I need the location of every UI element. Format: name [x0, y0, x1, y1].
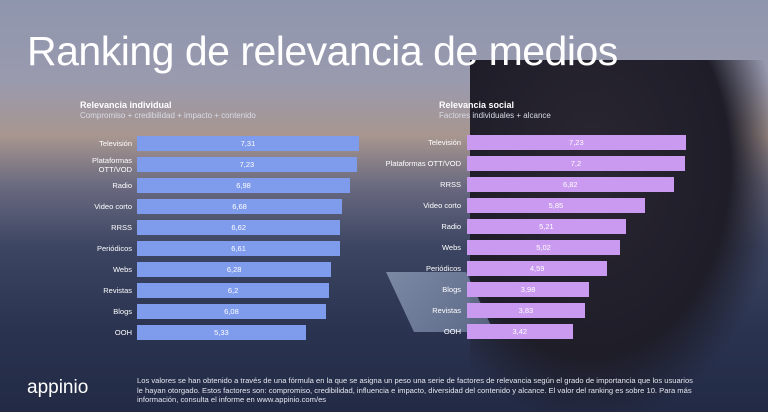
value-label: 3,42 — [512, 327, 528, 336]
bar: 5,33 — [137, 325, 306, 340]
bar: 6,28 — [137, 262, 332, 277]
bar: 4,59 — [467, 261, 608, 276]
value-label: 7,31 — [240, 139, 256, 148]
bar: 3,42 — [467, 324, 573, 339]
value-label: 6,62 — [231, 223, 246, 232]
value-label: 7,2 — [570, 159, 582, 168]
bar: 6,82 — [467, 177, 674, 192]
bar: 7,23 — [137, 157, 357, 172]
category-label: Periódicos — [96, 244, 132, 253]
value-label: 6,28 — [226, 265, 242, 274]
bar: 7,23 — [467, 135, 686, 150]
value-label: 5,21 — [539, 222, 554, 231]
value-label: 5,85 — [548, 201, 564, 210]
value-label: 6,82 — [562, 180, 578, 189]
category-label: RRSS — [111, 223, 132, 232]
category-label: RRSS — [440, 180, 461, 189]
bar: 6,98 — [137, 178, 351, 193]
chart-title-individual: Relevancia individual — [80, 100, 172, 110]
chart-subtitle-social: Factores individuales + alcance — [439, 111, 551, 120]
bar: 7,2 — [467, 156, 685, 171]
category-label: Webs — [441, 243, 461, 252]
value-label: 6,2 — [227, 286, 239, 295]
value-label: 6,61 — [231, 244, 246, 253]
bar: 6,61 — [137, 241, 341, 256]
page-title: Ranking de relevancia de medios — [27, 28, 618, 74]
bar: 5,85 — [467, 198, 645, 213]
footnote: Los valores se han obtenido a través de … — [137, 376, 693, 404]
category-label: Radio — [112, 181, 132, 190]
value-label: 7,23 — [569, 138, 584, 147]
category-label: Televisión — [99, 139, 132, 148]
category-label: Plataformas OTT/VOD — [385, 159, 461, 168]
appinio-logo: appinio — [27, 377, 89, 398]
value-label: 3,83 — [518, 306, 534, 315]
value-label: 5,02 — [536, 243, 551, 252]
category-label: Revistas — [103, 286, 132, 295]
value-label: 7,23 — [239, 160, 255, 169]
category-label: Blogs — [442, 285, 461, 294]
value-label: 6,98 — [236, 181, 251, 190]
category-label: Video corto — [94, 202, 132, 211]
bar: 7,31 — [137, 136, 359, 151]
category-label: Plataformas OTT/VOD — [91, 156, 132, 174]
category-label: Webs — [112, 265, 132, 274]
category-label: Revistas — [432, 306, 461, 315]
value-label: 4,59 — [529, 264, 545, 273]
category-label: Blogs — [113, 307, 132, 316]
value-label: 5,33 — [214, 328, 229, 337]
bar: 5,21 — [467, 219, 626, 234]
bar: 3,98 — [467, 282, 590, 297]
category-label: Radio — [441, 222, 461, 231]
bar: 3,83 — [467, 303, 585, 318]
bar: 6,62 — [137, 220, 341, 235]
bar: 6,2 — [137, 283, 330, 298]
category-label: OOH — [114, 328, 132, 337]
category-label: OOH — [443, 327, 461, 336]
category-label: Periódicos — [425, 264, 461, 273]
background-person — [470, 60, 768, 412]
value-label: 3,98 — [520, 285, 536, 294]
value-label: 6,68 — [232, 202, 247, 211]
category-label: Televisión — [428, 138, 461, 147]
category-label: Video corto — [423, 201, 461, 210]
chart-subtitle-individual: Compromiso + credibilidad + impacto + co… — [80, 111, 256, 120]
chart-title-social: Relevancia social — [439, 100, 515, 110]
bar: 5,02 — [467, 240, 621, 255]
bar: 6,68 — [137, 199, 343, 214]
value-label: 6,08 — [224, 307, 239, 316]
bar: 6,08 — [137, 304, 326, 319]
